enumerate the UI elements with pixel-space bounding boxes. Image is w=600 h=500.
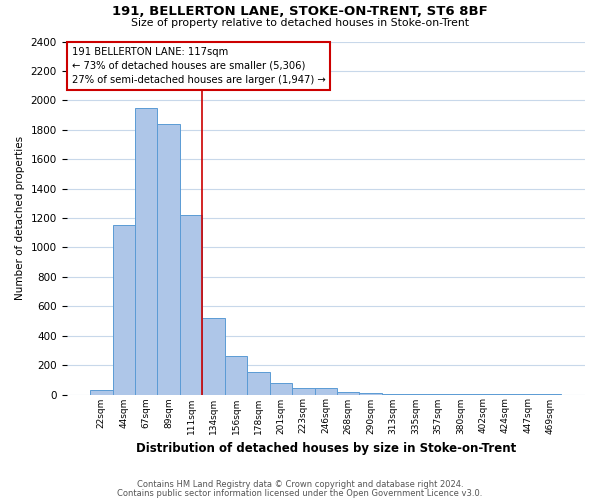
Bar xyxy=(180,215,202,394)
Y-axis label: Number of detached properties: Number of detached properties xyxy=(15,136,25,300)
Text: 191 BELLERTON LANE: 117sqm
← 73% of detached houses are smaller (5,306)
27% of s: 191 BELLERTON LANE: 117sqm ← 73% of deta… xyxy=(72,47,325,85)
Bar xyxy=(292,388,314,394)
Bar xyxy=(113,226,135,394)
Text: Size of property relative to detached houses in Stoke-on-Trent: Size of property relative to detached ho… xyxy=(131,18,469,28)
Bar xyxy=(247,372,269,394)
Bar xyxy=(90,390,113,394)
Bar xyxy=(135,108,157,395)
Bar xyxy=(202,318,225,394)
Bar xyxy=(157,124,180,394)
Bar xyxy=(225,356,247,395)
X-axis label: Distribution of detached houses by size in Stoke-on-Trent: Distribution of detached houses by size … xyxy=(136,442,516,455)
Text: 191, BELLERTON LANE, STOKE-ON-TRENT, ST6 8BF: 191, BELLERTON LANE, STOKE-ON-TRENT, ST6… xyxy=(112,5,488,18)
Text: Contains HM Land Registry data © Crown copyright and database right 2024.: Contains HM Land Registry data © Crown c… xyxy=(137,480,463,489)
Text: Contains public sector information licensed under the Open Government Licence v3: Contains public sector information licen… xyxy=(118,488,482,498)
Bar xyxy=(269,382,292,394)
Bar xyxy=(337,392,359,394)
Bar xyxy=(359,393,382,394)
Bar xyxy=(314,388,337,394)
